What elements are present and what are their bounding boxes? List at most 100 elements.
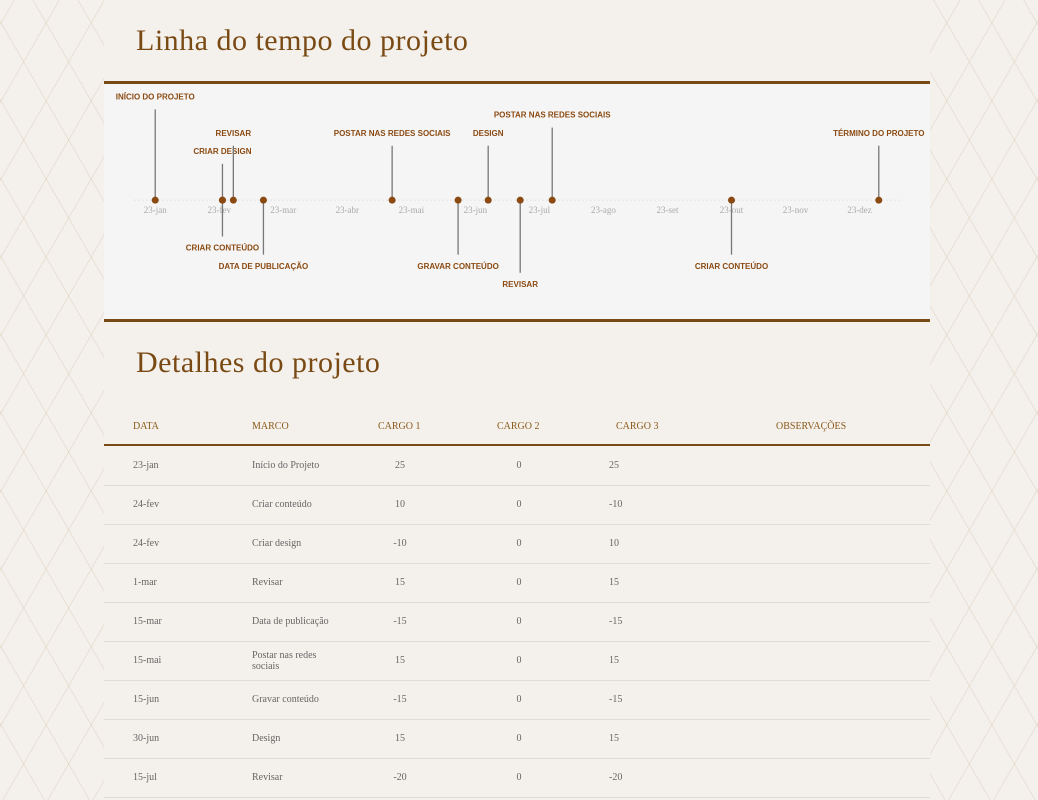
milestone-dot (548, 196, 556, 204)
column-header: DATA (133, 421, 159, 432)
milestone-label: TÉRMINO DO PROJETO (833, 129, 924, 138)
milestone-dot (728, 196, 736, 204)
timeline-title: Linha do tempo do projeto (136, 24, 469, 57)
table-cell: 24-fev (133, 538, 160, 549)
table-cell: Design (252, 733, 281, 744)
table-cell: Revisar (252, 772, 283, 783)
milestone-label: INÍCIO DO PROJETO (116, 93, 195, 102)
milestone-label: POSTAR NAS REDES SOCIAIS (334, 129, 451, 138)
row-divider (104, 797, 930, 798)
table-cell: Gravar conteúdo (252, 694, 319, 705)
table-cell: 1-mar (133, 577, 157, 588)
x-tick-label: 23-ago (591, 205, 616, 215)
table-cell: 10 (395, 499, 405, 510)
table-cell: 15 (609, 577, 619, 588)
table-cell: 30-jun (133, 733, 160, 744)
table-cell: 10 (609, 538, 619, 549)
row-divider (104, 563, 930, 564)
milestone-dot (516, 196, 524, 204)
table-cell: 24-fev (133, 499, 160, 510)
table-cell: 0 (516, 499, 522, 510)
table-cell: 15 (395, 733, 405, 744)
milestone-dot (484, 196, 492, 204)
table-cell: 0 (516, 577, 522, 588)
table-cell: -20 (609, 772, 623, 783)
x-tick-label: 23-dez (847, 205, 872, 215)
table-cell: 0 (516, 538, 522, 549)
table-cell: 0 (516, 655, 522, 666)
x-tick-label: 23-mai (399, 205, 425, 215)
x-tick-label: 23-jun (464, 205, 488, 215)
column-header: CARGO 2 (497, 421, 540, 432)
milestone-label: POSTAR NAS REDES SOCIAIS (494, 111, 611, 120)
table-cell: 25 (395, 460, 405, 471)
table-cell: 15-jul (133, 772, 157, 783)
table-cell: 15-jun (133, 694, 160, 705)
table-cell: -15 (393, 694, 407, 705)
x-tick-label: 23-abr (336, 205, 360, 215)
milestone-dot (229, 196, 237, 204)
row-divider (104, 680, 930, 681)
milestone-dot (388, 196, 396, 204)
table-cell: 0 (516, 772, 522, 783)
table-cell: Revisar (252, 577, 283, 588)
milestone-label: GRAVAR CONTEÚDO (417, 262, 498, 271)
milestone-label: CRIAR CONTEÚDO (695, 262, 768, 271)
table-cell: -15 (393, 616, 407, 627)
table-cell: Data de publicação (252, 616, 329, 627)
table-cell: 15 (609, 655, 619, 666)
milestone-label: DATA DE PUBLICAÇÃO (219, 262, 309, 271)
table-cell: Criar conteúdo (252, 499, 312, 510)
row-divider (104, 641, 930, 642)
table-cell: 15 (395, 655, 405, 666)
bottom-rule (104, 319, 930, 322)
details-title: Detalhes do projeto (136, 346, 381, 379)
column-header: CARGO 1 (378, 421, 421, 432)
table-cell: -15 (609, 694, 623, 705)
x-tick-label: 23-fev (208, 205, 232, 215)
x-tick-label: 23-set (656, 205, 678, 215)
table-cell: 23-jan (133, 460, 159, 471)
table-cell: 0 (516, 460, 522, 471)
column-header: CARGO 3 (616, 421, 659, 432)
column-header: OBSERVAÇÕES (776, 421, 847, 432)
milestone-label: DESIGN (473, 129, 504, 138)
table-cell: -15 (609, 616, 623, 627)
x-tick-label: 23-mar (270, 205, 296, 215)
timeline-chart: 23-jan 23-fev 23-mar 23-abr 23-mai 23-jun 23-j… (104, 81, 930, 322)
table-cell: 15-mar (133, 616, 162, 627)
milestone-label: CRIAR CONTEÚDO (186, 244, 259, 253)
top-rule (104, 81, 930, 84)
milestone-label: REVISAR (216, 129, 252, 138)
row-divider (104, 719, 930, 720)
x-tick-label: 23-jan (144, 205, 167, 215)
table-cell: Início do Projeto (252, 460, 320, 471)
table-cell: 25 (609, 460, 619, 471)
milestone-dot (259, 196, 267, 204)
chart-area (104, 84, 930, 320)
milestone-label: REVISAR (502, 280, 538, 289)
milestone-dot (875, 196, 883, 204)
table-cell: Criar design (252, 538, 302, 549)
x-tick-label: 23-jul (529, 205, 551, 215)
table-cell: 15 (395, 577, 405, 588)
table-cell: 15 (609, 733, 619, 744)
row-divider (104, 485, 930, 486)
row-divider (104, 602, 930, 603)
milestone-dot (151, 196, 159, 204)
table-cell: -20 (393, 772, 407, 783)
table-cell: 0 (516, 733, 522, 744)
table-cell: -10 (609, 499, 623, 510)
table-cell: 0 (516, 616, 522, 627)
table-cell: 15-mai (133, 655, 162, 666)
table-cell: Postar nas redes sociais (252, 649, 317, 672)
x-tick-label: 23-nov (783, 205, 809, 215)
row-divider (104, 524, 930, 525)
header-rule (104, 444, 930, 446)
milestone-label: CRIAR DESIGN (193, 147, 251, 156)
table-cell: -10 (393, 538, 407, 549)
milestone-dot (454, 196, 462, 204)
row-divider (104, 758, 930, 759)
milestone-dot (218, 196, 226, 204)
